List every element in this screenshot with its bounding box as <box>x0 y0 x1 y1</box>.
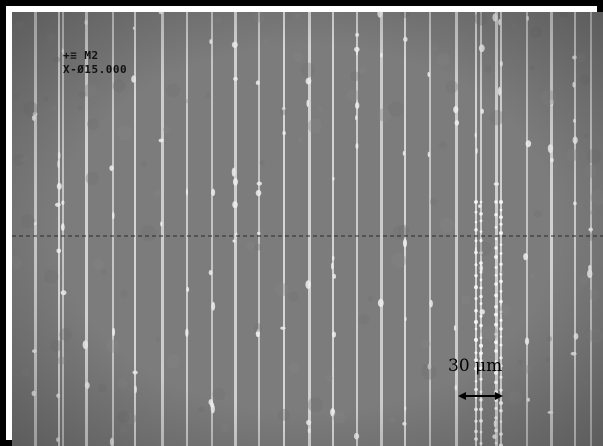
scale-bar-label: 30 μm <box>448 356 503 376</box>
micrograph-image <box>12 12 603 446</box>
instrument-readout-mode: +≡ M2 <box>63 49 99 62</box>
instrument-readout-position: X-Ø15.000 <box>63 63 128 76</box>
